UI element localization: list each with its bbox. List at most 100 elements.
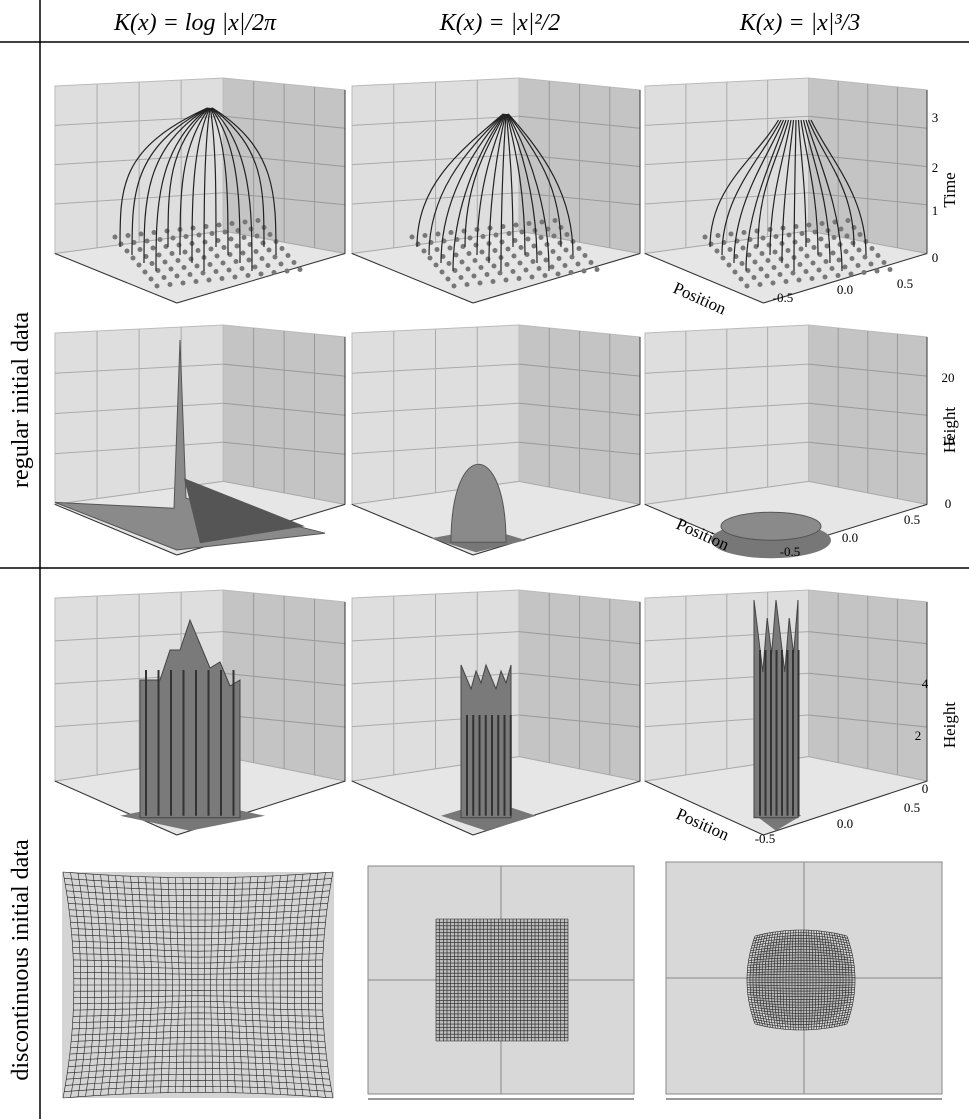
particle [131,240,137,245]
particle [792,239,798,245]
particle [453,252,459,258]
particle [550,249,556,254]
particle [765,258,771,263]
tick-label: 10 [942,433,955,448]
particle [465,266,471,272]
particle [818,236,824,242]
particle [861,270,867,275]
particle [751,275,757,280]
particle [478,265,484,270]
grid-line [644,192,809,205]
particle [760,235,766,241]
axis-line [351,780,474,836]
particle [480,234,486,239]
particle [206,277,212,283]
tick-label: 0 [922,781,929,796]
axis-line [644,780,764,836]
particle [176,242,182,248]
row-label: discontinuous initial data [8,839,34,1081]
particle [503,277,509,283]
trajectory [210,107,229,256]
grid-line [808,192,928,206]
trajectory [745,119,787,272]
mesh-line [753,1018,849,1025]
particle [790,270,796,276]
particle [758,266,764,272]
particle [799,231,805,236]
particle [856,247,862,253]
mesh-line [67,1068,329,1074]
particle [569,254,575,260]
particle [200,270,206,276]
particle [208,246,214,252]
particle [875,253,881,258]
particle [240,250,246,256]
trajectory [507,113,574,256]
grid-line [54,154,224,166]
particle [810,260,816,266]
particle [409,234,415,240]
grid-line [351,441,520,455]
particle [155,268,161,273]
particle [433,262,439,268]
particle [770,280,776,286]
tick-label: -0.5 [773,290,794,305]
particle [531,243,537,249]
particle [564,232,570,237]
particle [479,249,485,255]
grid-line [351,402,520,414]
particle [180,280,186,286]
particle [842,264,848,270]
particle [195,248,201,253]
particle [525,236,531,242]
particle [526,221,532,226]
grid-line [808,441,928,455]
particle [446,261,452,266]
particle [829,266,835,271]
particle [154,283,160,289]
particle [738,276,744,282]
particle [190,225,196,231]
particle [215,238,221,243]
particle [843,249,849,254]
mesh-line [750,1009,852,1014]
particle [447,245,453,251]
particle [234,243,240,249]
grid-line [351,192,520,205]
particle [232,274,238,280]
particle [855,263,861,268]
grid-line [644,154,809,166]
mesh-line [62,1092,334,1099]
particle [523,267,529,273]
particle [136,262,142,268]
particle [506,231,512,236]
particle [772,249,778,255]
particle [575,261,581,267]
trajectory [212,107,277,256]
particle [254,233,260,239]
particle [557,240,563,246]
particle [143,254,149,259]
tick-label: 0.0 [837,282,853,297]
particle [835,273,841,278]
particle [740,245,746,251]
particle [266,247,272,253]
trajectory [507,113,562,248]
grid-line [808,672,928,686]
axis-line [176,253,346,304]
particle [151,230,157,235]
particle [764,273,770,279]
particle [138,231,144,237]
particle [804,253,810,259]
particle [227,252,233,257]
particle [203,224,209,229]
particle [516,276,522,281]
mesh-line [307,873,319,1097]
particle [196,232,202,238]
particle [194,263,200,269]
particle [744,283,750,289]
particle [167,282,173,287]
particle [513,222,519,228]
particle [448,230,454,235]
